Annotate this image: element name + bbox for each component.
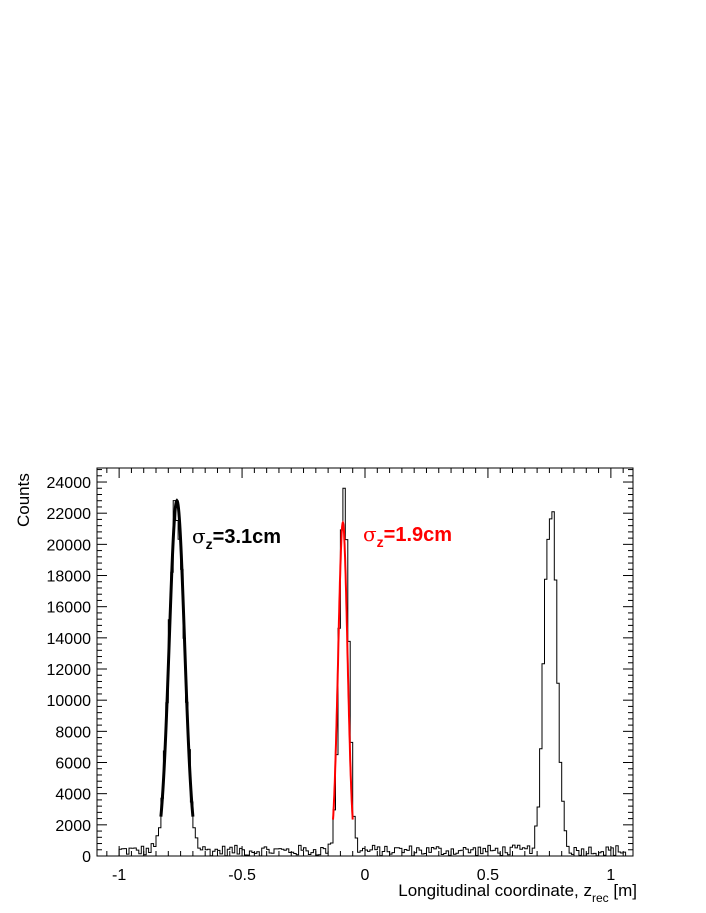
y-tick-label: 24000	[47, 475, 92, 492]
x-tick-label: 0.5	[477, 867, 499, 884]
axis-ticks	[97, 468, 633, 857]
y-tick-label: 10000	[47, 693, 92, 710]
x-axis-title: Longitudinal coordinate, zrec [m]	[398, 881, 637, 905]
x-tick-label: 0	[361, 867, 370, 884]
y-tick-label: 8000	[55, 724, 91, 741]
y-axis-title: Counts	[14, 473, 33, 527]
histogram-series	[118, 487, 627, 857]
y-tick-label: 12000	[47, 662, 92, 679]
y-tick-label: 2000	[55, 818, 91, 835]
y-tick-label: 4000	[55, 787, 91, 804]
x-tick-label: -0.5	[228, 867, 256, 884]
y-tick-label: 0	[82, 849, 91, 866]
y-tick-label: 6000	[55, 756, 91, 773]
axis-tick-labels: -1 -0.5 0 0.5 1 0 2000 4000 6000 8000 10000 12000 14…	[47, 475, 616, 884]
gaussian-fit-red	[332, 520, 354, 820]
x-tick-label: 1	[606, 867, 615, 884]
y-tick-label: 18000	[47, 569, 92, 586]
y-tick-label: 22000	[47, 506, 92, 523]
y-tick-label: 14000	[47, 631, 92, 648]
gaussian-fit-black	[159, 498, 195, 817]
annotation-sigma-black: σz=3.1cm	[192, 524, 281, 552]
y-tick-label: 16000	[47, 600, 92, 617]
annotation-sigma-red: σz=1.9cm	[363, 522, 452, 550]
y-tick-label: 20000	[47, 537, 92, 554]
x-tick-label: -1	[112, 867, 126, 884]
